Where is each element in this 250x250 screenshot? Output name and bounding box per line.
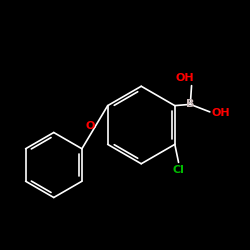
Text: OH: OH <box>211 108 230 118</box>
Text: Cl: Cl <box>172 165 184 175</box>
Text: B: B <box>186 99 194 110</box>
Text: O: O <box>86 121 95 131</box>
Text: OH: OH <box>175 72 194 83</box>
